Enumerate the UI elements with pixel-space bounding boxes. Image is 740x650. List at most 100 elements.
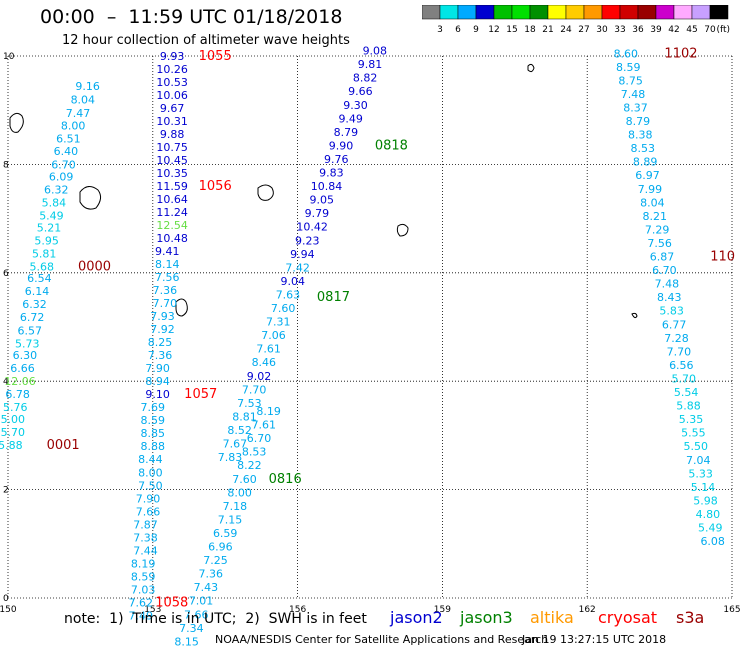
wave-height-value: 10.75	[156, 141, 188, 154]
island-outline	[396, 223, 409, 237]
wave-height-value: 7.18	[223, 500, 248, 513]
wave-height-value: 7.47	[66, 107, 91, 120]
wave-height-value: 8.25	[148, 336, 173, 349]
wave-height-value: 7.01	[189, 595, 214, 608]
island-outline	[175, 298, 188, 317]
wave-height-value: 7.49	[128, 609, 153, 622]
wave-height-value: 6.70	[652, 264, 677, 277]
pass-time-label: 1056	[199, 179, 232, 194]
wave-height-value: 11.59	[156, 180, 188, 193]
wave-height-value: 6.66	[10, 362, 35, 375]
colorbar-label: 12	[488, 25, 499, 35]
wave-height-value: 10.48	[156, 232, 188, 245]
wave-height-value: 10.26	[156, 63, 188, 76]
wave-height-value: 7.90	[136, 492, 161, 505]
y-tick-label: 4	[3, 377, 9, 387]
legend-cryosat: cryosat	[598, 608, 658, 627]
colorbar-swatch	[709, 5, 729, 20]
wave-height-value: 5.88	[0, 439, 23, 452]
wave-height-value: 7.56	[155, 271, 180, 284]
wave-height-value: 7.92	[150, 323, 175, 336]
wave-height-value: 8.43	[657, 291, 682, 304]
wave-height-value: 7.29	[645, 223, 670, 236]
wave-height-value: 7.50	[138, 479, 163, 492]
wave-height-value: 7.90	[145, 362, 170, 375]
wave-height-value: 7.36	[153, 284, 178, 297]
island-outline	[527, 63, 535, 73]
y-tick-label: 8	[3, 160, 9, 170]
wave-height-value: 7.04	[686, 454, 711, 467]
colorbar-label: 6	[455, 25, 461, 35]
colorbar-label: 9	[473, 25, 479, 35]
pass-time-label: 1102	[664, 46, 697, 61]
wave-height-value: 12.54	[156, 219, 188, 232]
wave-height-value: 8.59	[131, 570, 156, 583]
wave-height-value: 10.45	[156, 154, 188, 167]
y-tick-label: 10	[3, 52, 15, 62]
wave-height-value: 5.70	[1, 426, 26, 439]
wave-height-value: 8.88	[141, 440, 166, 453]
wave-height-value: 6.14	[25, 285, 50, 298]
wave-height-value: 5.00	[1, 413, 26, 426]
wave-height-value: 8.94	[145, 375, 170, 388]
wave-height-value: 4.80	[696, 508, 721, 521]
colorbar-label: 21	[542, 25, 553, 35]
island-outline	[9, 112, 24, 133]
colorbar-label: 15	[506, 25, 517, 35]
wave-height-value: 9.23	[295, 234, 320, 247]
wave-height-value: 7.42	[285, 261, 310, 274]
wave-height-value: 7.56	[647, 237, 672, 250]
pass-time-label: 1057	[184, 387, 217, 402]
pass-time-label: 0001	[47, 438, 80, 453]
wave-height-value: 5.88	[676, 400, 701, 413]
wave-height-value: 8.00	[61, 119, 86, 132]
pass-time-label: 0000	[78, 259, 111, 274]
pass-time-label: 0818	[375, 138, 408, 153]
colorbar-unit: (ft)	[716, 25, 730, 35]
wave-height-value: 7.38	[133, 531, 158, 544]
wave-height-value: 5.49	[39, 209, 64, 222]
wave-height-value: 5.50	[684, 440, 709, 453]
wave-height-value: 7.36	[198, 568, 223, 581]
wave-height-value: 7.60	[232, 473, 257, 486]
wave-height-value: 7.87	[133, 518, 158, 531]
wave-height-value: 7.48	[655, 278, 680, 291]
wave-height-value: 10.35	[156, 167, 188, 180]
wave-height-value: 7.61	[252, 419, 277, 432]
wave-height-value: 8.37	[623, 101, 648, 114]
wave-height-value: 7.70	[153, 297, 178, 310]
colorbar-label: 70	[704, 25, 716, 35]
wave-height-value: 9.79	[305, 207, 330, 220]
wave-height-value: 12.06	[4, 375, 36, 388]
x-tick-label: 165	[723, 605, 740, 615]
wave-height-value: 8.53	[630, 142, 655, 155]
wave-height-value: 7.93	[150, 310, 175, 323]
wave-height-value: 7.66	[136, 505, 161, 518]
wave-height-value: 6.70	[247, 432, 272, 445]
wave-height-value: 6.77	[662, 318, 687, 331]
wave-height-value: 7.03	[131, 583, 156, 596]
wave-height-value: 5.21	[37, 221, 62, 234]
colorbar: 3 6 9 12 15 18 21 24 27 30 33 36 39 42 45 70 (ft)	[422, 5, 730, 35]
pass-time-label: 1058	[155, 595, 188, 610]
wave-height-value: 9.94	[290, 248, 315, 261]
pass-time-label: 1055	[199, 49, 232, 64]
wave-height-value: 8.59	[616, 61, 641, 74]
wave-height-value: 8.53	[242, 446, 267, 459]
wave-height-value: 7.34	[179, 622, 204, 635]
wave-height-value: 8.22	[237, 459, 262, 472]
wave-height-value: 8.14	[155, 258, 180, 271]
wave-height-value: 5.70	[671, 372, 696, 385]
wave-height-value: 6.32	[44, 183, 69, 196]
wave-height-value: 10.31	[156, 115, 188, 128]
wave-height-value: 8.85	[141, 427, 166, 440]
y-tick-label: 6	[3, 269, 9, 279]
wave-height-value: 5.73	[15, 337, 40, 350]
wave-height-value: 7.25	[203, 554, 228, 567]
x-tick-label: 156	[289, 605, 306, 615]
wave-height-value: 9.49	[338, 112, 363, 125]
wave-height-value: 8.60	[614, 47, 639, 60]
wave-height-value: 8.79	[334, 126, 359, 139]
x-tick-label: 153	[144, 605, 161, 615]
